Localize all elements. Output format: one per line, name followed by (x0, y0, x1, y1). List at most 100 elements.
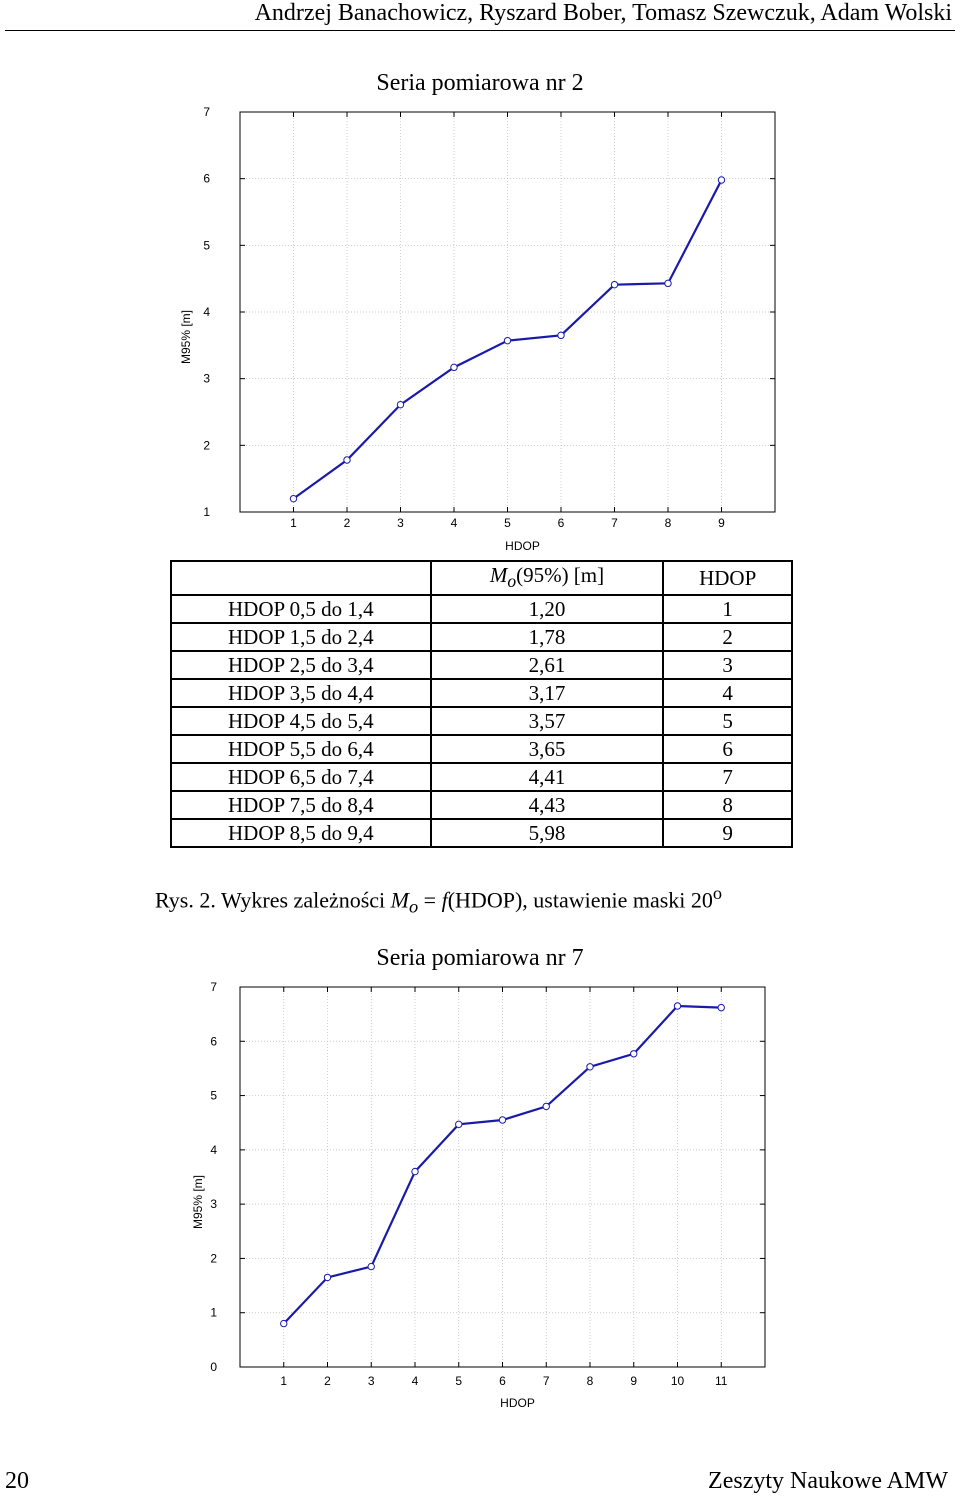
y-tick-label: 4 (203, 305, 210, 319)
table-row: HDOP 4,5 do 5,4 3,57 5 (170, 706, 793, 737)
table-cell-label: HDOP 1,5 do 2,4 (170, 622, 432, 653)
data-point (586, 1063, 594, 1071)
chart-2: Seria pomiarowa nr 7 0 1 2 3 4 5 6 7 1 2 3 4 5 6 7 8 9 10 1… (191, 945, 766, 1410)
chart-1: Seria pomiarowa nr 2 1 2 3 4 5 6 7 1 2 3 4 5 6 7 8 9 HDOP… (179, 70, 776, 553)
table-cell-label: HDOP 0,5 do 1,4 (170, 594, 432, 625)
table-row: HDOP 3,5 do 4,4 3,17 4 (170, 678, 793, 709)
y-axis-label: M95% [m] (179, 310, 193, 364)
data-point (664, 279, 672, 288)
table-cell-m: 4,41 (429, 762, 665, 793)
table-cell-label: HDOP 6,5 do 7,4 (170, 762, 432, 793)
y-tick-label: 4 (210, 1143, 217, 1157)
data-point (542, 1102, 550, 1111)
data-point (323, 1273, 332, 1282)
table-cell-m: 1,20 (429, 594, 665, 625)
table-row: HDOP 8,5 do 9,4 5,98 9 (170, 818, 793, 849)
table-cell-label: HDOP 3,5 do 4,4 (170, 678, 432, 709)
page-number: 20 (5, 1468, 29, 1494)
table-cell-label: HDOP 4,5 do 5,4 (170, 706, 432, 737)
table-cell-hdop: 3 (662, 650, 793, 681)
data-point (717, 1003, 725, 1012)
y-tick-label: 5 (203, 238, 210, 252)
table-cell-m: 2,61 (429, 650, 665, 681)
y-axis-label: M95% [m] (191, 1175, 205, 1229)
data-point (367, 1262, 375, 1271)
table-cell-hdop: 7 (662, 762, 793, 793)
table-header-m: Mo(95%) [m] (429, 559, 665, 597)
data-point (503, 336, 512, 345)
table-header-row: Mo(95%) [m] HDOP (170, 559, 793, 597)
x-tick-label: 9 (630, 1374, 637, 1388)
table-row: HDOP 7,5 do 8,4 4,43 8 (170, 790, 793, 821)
x-tick-label: 6 (499, 1374, 506, 1388)
data-point (673, 1002, 682, 1010)
header-rule (5, 30, 955, 31)
table-row: HDOP 2,5 do 3,4 2,61 3 (170, 650, 793, 681)
data-point (610, 280, 619, 289)
table-row: HDOP 6,5 do 7,4 4,41 7 (170, 762, 793, 793)
data-point (498, 1116, 507, 1124)
y-tick-label: 3 (210, 1197, 217, 1211)
x-tick-label: 2 (344, 516, 351, 530)
x-tick-label: 10 (671, 1374, 685, 1388)
x-tick-label: 8 (665, 516, 672, 530)
table-cell-m: 3,17 (429, 678, 665, 709)
figure-caption: Rys. 2. Wykres zależności Mo = f(HDOP), … (155, 883, 723, 917)
table-cell-label: HDOP 8,5 do 9,4 (170, 818, 432, 849)
x-tick-label: 1 (280, 1374, 287, 1388)
table-cell-hdop: 5 (662, 706, 793, 737)
table-cell-m: 5,98 (429, 818, 665, 849)
y-tick-label: 7 (203, 105, 210, 119)
table-cell-hdop: 1 (662, 594, 793, 625)
table-cell-hdop: 2 (662, 622, 793, 653)
x-axis-label: HDOP (500, 1396, 535, 1410)
data-point (396, 400, 405, 409)
x-tick-label: 6 (558, 516, 565, 530)
x-tick-label: 9 (718, 516, 725, 530)
y-tick-label: 5 (210, 1089, 217, 1103)
x-tick-label: 7 (611, 516, 618, 530)
x-axis-label: HDOP (505, 539, 540, 553)
x-tick-label: 8 (587, 1374, 594, 1388)
x-tick-label: 7 (543, 1374, 550, 1388)
table-header-hdop: HDOP (662, 559, 793, 597)
table-row: HDOP 0,5 do 1,4 1,20 1 (170, 594, 793, 625)
data-point (280, 1319, 288, 1328)
y-tick-label: 0 (210, 1360, 217, 1374)
data-point (557, 331, 565, 340)
y-tick-label: 1 (203, 505, 210, 519)
table-cell-m: 3,57 (429, 706, 665, 737)
table-cell-label: HDOP 5,5 do 6,4 (170, 734, 432, 765)
table-cell-hdop: 9 (662, 818, 793, 849)
table-cell-hdop: 4 (662, 678, 793, 709)
y-tick-label: 3 (203, 372, 210, 386)
data-point (630, 1050, 638, 1058)
data-point (289, 494, 298, 503)
table-cell-hdop: 8 (662, 790, 793, 821)
y-tick-label: 2 (210, 1251, 217, 1265)
x-tick-label: 3 (368, 1374, 375, 1388)
x-tick-label: 2 (324, 1374, 331, 1388)
data-point (411, 1167, 419, 1176)
running-header: Andrzej Banachowicz, Ryszard Bober, Toma… (254, 0, 952, 26)
x-tick-label: 5 (455, 1374, 462, 1388)
table-cell-hdop: 6 (662, 734, 793, 765)
table-row: HDOP 5,5 do 6,4 3,65 6 (170, 734, 793, 765)
y-tick-label: 6 (203, 172, 210, 186)
table-cell-label: HDOP 2,5 do 3,4 (170, 650, 432, 681)
table-corner-cell (170, 559, 432, 597)
table-row: HDOP 1,5 do 2,4 1,78 2 (170, 622, 793, 653)
data-point (455, 1120, 463, 1129)
table-cell-m: 1,78 (429, 622, 665, 653)
y-tick-label: 7 (210, 980, 217, 994)
chart-title: Seria pomiarowa nr 7 (376, 945, 583, 971)
x-tick-label: 3 (397, 516, 404, 530)
y-tick-label: 2 (203, 438, 210, 452)
table-cell-m: 4,43 (429, 790, 665, 821)
x-tick-label: 11 (715, 1374, 728, 1388)
data-point (343, 456, 351, 464)
chart-title: Seria pomiarowa nr 2 (376, 70, 583, 96)
x-tick-label: 1 (290, 516, 297, 530)
data-point (717, 176, 726, 184)
data-table: Mo(95%) [m] HDOP HDOP 0,5 do 1,4 1,20 1 HDO… (170, 559, 793, 849)
